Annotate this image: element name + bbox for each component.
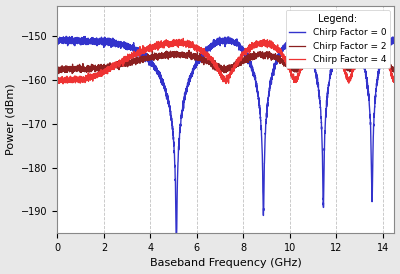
Chirp Factor = 4 bbox=[55, 78, 60, 81]
Chirp Factor = 2 bbox=[274, 56, 279, 59]
Chirp Factor = 0 bbox=[64, 35, 69, 38]
Chirp Factor = 4 bbox=[257, 42, 262, 45]
Line: Chirp Factor = 0: Chirp Factor = 0 bbox=[58, 36, 394, 233]
Chirp Factor = 2 bbox=[116, 63, 121, 66]
Chirp Factor = 2 bbox=[55, 70, 60, 73]
Chirp Factor = 0 bbox=[332, 56, 337, 59]
Chirp Factor = 0 bbox=[174, 232, 178, 235]
Chirp Factor = 2 bbox=[318, 47, 322, 51]
Chirp Factor = 2 bbox=[306, 59, 311, 62]
Line: Chirp Factor = 4: Chirp Factor = 4 bbox=[58, 38, 394, 84]
Chirp Factor = 2 bbox=[257, 52, 262, 55]
Chirp Factor = 2 bbox=[332, 56, 337, 59]
Chirp Factor = 0 bbox=[307, 48, 312, 52]
Chirp Factor = 4 bbox=[116, 62, 121, 65]
Chirp Factor = 0 bbox=[257, 107, 262, 110]
Chirp Factor = 4 bbox=[184, 41, 189, 45]
Chirp Factor = 0 bbox=[116, 45, 121, 48]
X-axis label: Baseband Frequency (GHz): Baseband Frequency (GHz) bbox=[150, 258, 302, 269]
Line: Chirp Factor = 2: Chirp Factor = 2 bbox=[58, 49, 394, 74]
Chirp Factor = 4 bbox=[274, 46, 279, 49]
Chirp Factor = 0 bbox=[274, 62, 279, 66]
Chirp Factor = 2 bbox=[392, 66, 397, 69]
Y-axis label: Power (dBm): Power (dBm) bbox=[6, 84, 16, 155]
Chirp Factor = 2 bbox=[56, 72, 61, 75]
Legend: Chirp Factor = 0, Chirp Factor = 2, Chirp Factor = 4: Chirp Factor = 0, Chirp Factor = 2, Chir… bbox=[286, 10, 390, 68]
Chirp Factor = 0 bbox=[55, 41, 60, 45]
Chirp Factor = 0 bbox=[392, 38, 397, 41]
Chirp Factor = 4 bbox=[181, 37, 186, 40]
Chirp Factor = 4 bbox=[61, 82, 66, 85]
Chirp Factor = 4 bbox=[392, 78, 397, 81]
Chirp Factor = 4 bbox=[332, 49, 337, 52]
Chirp Factor = 0 bbox=[184, 87, 189, 90]
Chirp Factor = 4 bbox=[307, 50, 312, 53]
Chirp Factor = 2 bbox=[184, 53, 189, 56]
